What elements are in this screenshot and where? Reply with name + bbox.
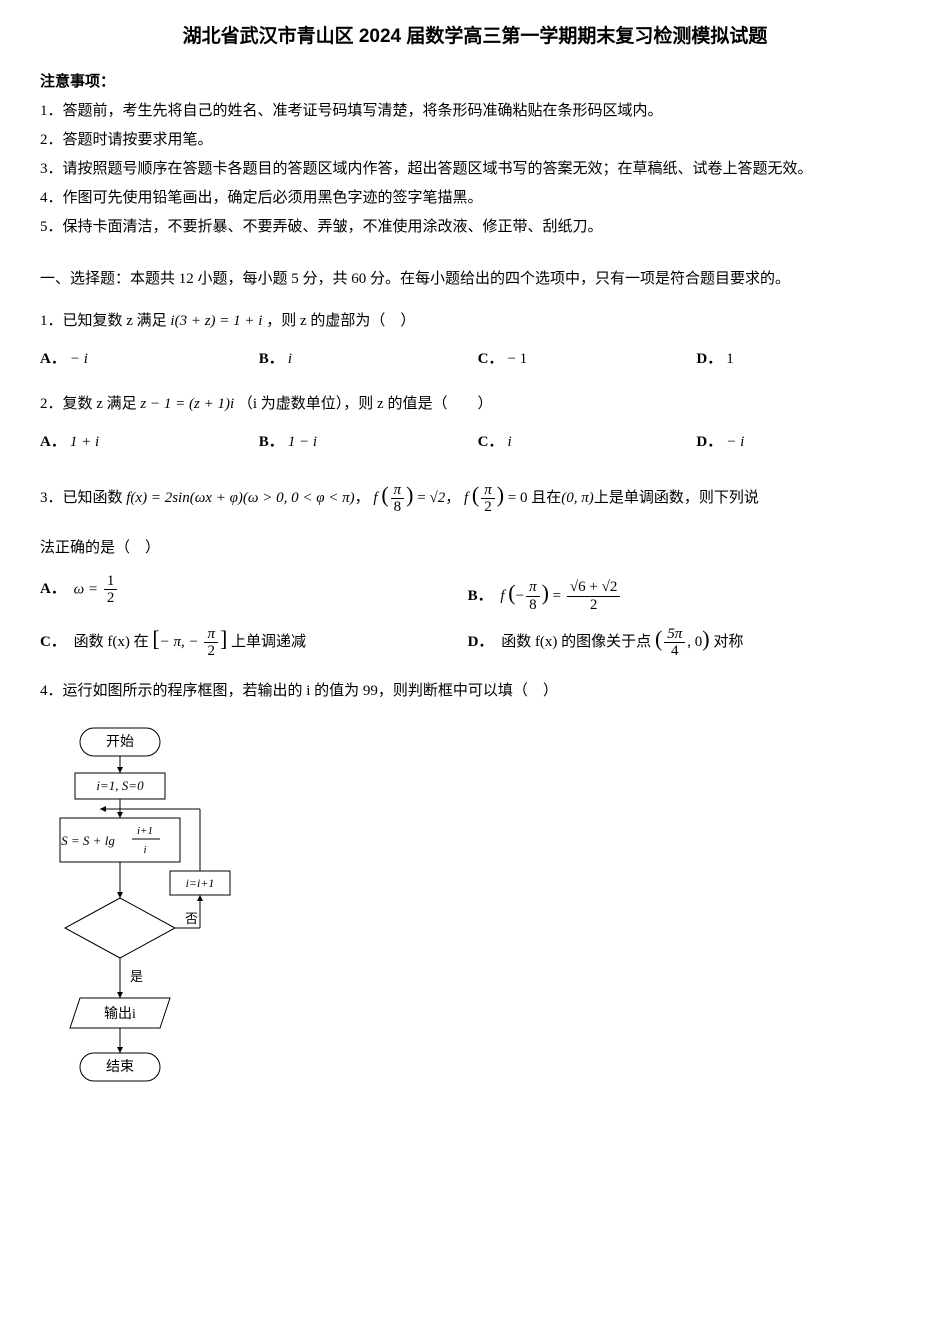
q3-opt-b-rhs-num: √6 + √2: [567, 579, 620, 597]
q3-stem-f: f(x) = 2sin(ωx + φ)(ω > 0, 0 < φ < π): [126, 490, 354, 506]
q2-opt-c: i: [507, 434, 511, 450]
q3-interval: (0, π): [561, 490, 594, 506]
q3-opt-c-int-num: π: [204, 626, 218, 644]
q1-opt-c: − 1: [507, 351, 527, 367]
q3-c2-den: 2: [481, 499, 495, 516]
q2-options: A．1 + i B．1 − i C．i D．− i: [40, 429, 910, 456]
instruction-3: 3．请按照题号顺序在答题卡各题目的答题区域内作答，超出答题区域书写的答案无效；在…: [40, 156, 910, 183]
q3-opt-a-prefix: ω =: [74, 581, 98, 597]
q3-opt-d-pt-num: 5π: [664, 626, 685, 644]
q3-opt-b-arg-den: 8: [526, 597, 540, 614]
q2-stem-suffix: （i 为虚数单位），则 z 的值是（ ）: [238, 396, 493, 412]
q1-opt-a: − i: [70, 351, 88, 367]
q2-opt-d: − i: [726, 434, 744, 450]
instructions-header: 注意事项：: [40, 69, 910, 96]
q3-opt-b-prefix: f: [500, 588, 504, 604]
q3-opt-c-suffix: 上单调递减: [231, 634, 306, 650]
q3-c2-num: π: [481, 482, 495, 500]
q1-stem-math: i(3 + z) = 1 + i: [170, 313, 262, 329]
question-4: 4．运行如图所示的程序框图，若输出的 i 的值为 99，则判断框中可以填（ ）: [40, 675, 910, 708]
q1-options: A．− i B．i C．− 1 D．1: [40, 346, 910, 373]
flowchart-svg: 开始 i=1, S=0 S = S + lg i+1 i i=i+1 否 是 输…: [40, 723, 260, 1143]
q2-stem-math: z − 1 = (z + 1)i: [140, 396, 234, 412]
q3-opt-a-den: 2: [104, 590, 118, 607]
fc-no: 否: [185, 911, 198, 926]
fc-output: 输出i: [104, 1006, 136, 1022]
q3-line2: 法正确的是（ ）: [40, 532, 910, 565]
q2-opt-b: 1 − i: [288, 434, 317, 450]
q3-options: A． ω = 12 B． f (−π8) = √6 + √22 C． 函数 f(…: [40, 573, 910, 660]
q3-suffix2: 上是单调函数，则下列说: [594, 490, 759, 506]
fc-assign-den: i: [143, 844, 146, 856]
q3-opt-d-suffix: 对称: [713, 634, 743, 650]
q3-c2-rhs: 0: [520, 490, 528, 506]
q3-suffix1: 且在: [531, 490, 561, 506]
q1-opt-d: 1: [726, 351, 734, 367]
q1-stem-suffix: ，则 z 的虚部为（ ）: [266, 313, 415, 329]
q3-opt-b-rhs-den: 2: [567, 597, 620, 614]
q1-opt-b: i: [288, 351, 292, 367]
question-1: 1．已知复数 z 满足 i(3 + z) = 1 + i ，则 z 的虚部为（ …: [40, 305, 910, 338]
q3-opt-d-pt-y: , 0: [687, 634, 702, 650]
fc-yes: 是: [130, 969, 143, 984]
q3-opt-a-num: 1: [104, 573, 118, 591]
q3-opt-c-int-left: − π, −: [160, 634, 199, 650]
q3-opt-b-arg-num: π: [526, 579, 540, 597]
fc-assign-num: i+1: [137, 825, 153, 837]
q3-c1-den: 8: [391, 499, 405, 516]
fc-init: i=1, S=0: [96, 778, 144, 793]
section-header: 一、选择题：本题共 12 小题，每小题 5 分，共 60 分。在每小题给出的四个…: [40, 266, 910, 293]
q3-opt-d-pt-den: 4: [664, 643, 685, 660]
q3-c1-num: π: [391, 482, 405, 500]
instruction-4: 4．作图可先使用铅笔画出，确定后必须用黑色字迹的签字笔描黑。: [40, 185, 910, 212]
q2-opt-a: 1 + i: [70, 434, 99, 450]
q3-opt-c-int-den: 2: [204, 643, 218, 660]
q2-stem-prefix: 2．复数 z 满足: [40, 396, 137, 412]
flowchart: 开始 i=1, S=0 S = S + lg i+1 i i=i+1 否 是 输…: [40, 723, 910, 1143]
q1-stem-prefix: 1．已知复数 z 满足: [40, 313, 167, 329]
question-3: 3．已知函数 f(x) = 2sin(ωx + φ)(ω > 0, 0 < φ …: [40, 471, 910, 519]
instruction-1: 1．答题前，考生先将自己的姓名、准考证号码填写清楚，将条形码准确粘贴在条形码区域…: [40, 98, 910, 125]
fc-increment: i=i+1: [186, 876, 215, 890]
q3-opt-d-prefix: 函数 f(x) 的图像关于点: [501, 634, 651, 650]
q3-c1-rhs: √2: [429, 490, 445, 506]
fc-start: 开始: [106, 734, 134, 750]
question-2: 2．复数 z 满足 z − 1 = (z + 1)i （i 为虚数单位），则 z…: [40, 388, 910, 421]
fc-assign: S = S + lg: [61, 833, 115, 848]
page-title: 湖北省武汉市青山区 2024 届数学高三第一学期期末复习检测模拟试题: [40, 20, 910, 54]
fc-end: 结束: [106, 1059, 134, 1075]
instruction-2: 2．答题时请按要求用笔。: [40, 127, 910, 154]
q3-stem-prefix: 3．已知函数: [40, 490, 123, 506]
instruction-5: 5．保持卡面清洁，不要折暴、不要弄破、弄皱，不准使用涂改液、修正带、刮纸刀。: [40, 214, 910, 241]
q3-opt-c-prefix: 函数 f(x) 在: [74, 634, 149, 650]
